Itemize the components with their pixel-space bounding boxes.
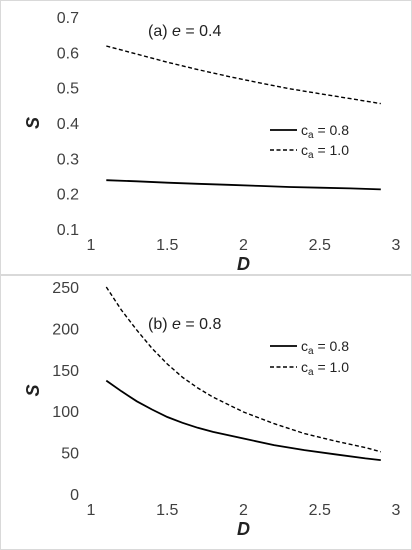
chart-a-layer: 0.1 0.2 0.3 0.4 0.5 0.6 0.7 1 1.5 2 2.5 3 D S (a) e = … bbox=[23, 10, 401, 274]
panel-label: (a) e = 0.4 bbox=[148, 23, 221, 40]
x-tick-label: 3 bbox=[392, 502, 401, 519]
y-tick-label: 150 bbox=[52, 363, 79, 380]
legend-base: c bbox=[301, 359, 308, 375]
chart-panel-b: 0 50 100 150 200 250 1 1.5 2 2.5 3 D S (b) e = 0.8 ca … bbox=[0, 275, 412, 550]
x-tick-label: 1.5 bbox=[156, 237, 178, 254]
y-tick-label: 0.2 bbox=[57, 187, 79, 204]
x-tick-label: 2.5 bbox=[309, 237, 331, 254]
legend-subscript: a bbox=[308, 346, 314, 357]
panel-label-variable: e bbox=[172, 23, 181, 40]
chart-panel-a: 0.1 0.2 0.3 0.4 0.5 0.6 0.7 1 1.5 2 2.5 3 D S (a) e = … bbox=[0, 0, 412, 275]
x-tick-label: 2 bbox=[239, 237, 248, 254]
legend-subscript: a bbox=[308, 130, 314, 141]
panel-label-prefix: (b) bbox=[148, 316, 172, 333]
y-tick-label: 0.6 bbox=[57, 45, 79, 62]
series-line-ca-0-8 bbox=[106, 179, 381, 191]
legend-value: = 0.8 bbox=[314, 338, 350, 354]
y-axis-title: S bbox=[23, 117, 43, 129]
legend-entry: ca = 1.0 bbox=[301, 142, 349, 161]
x-tick-label: 1 bbox=[87, 502, 96, 519]
y-tick-label: 0.5 bbox=[57, 81, 79, 98]
legend-subscript: a bbox=[308, 150, 314, 161]
series-line-ca-1-0 bbox=[106, 45, 381, 105]
x-tick-label: 3 bbox=[392, 237, 401, 254]
legend-subscript: a bbox=[308, 367, 314, 378]
panel-label-variable: e bbox=[172, 316, 181, 333]
y-tick-label: 200 bbox=[52, 321, 79, 338]
legend-entry: ca = 1.0 bbox=[301, 359, 349, 378]
x-axis-title: D bbox=[237, 254, 250, 274]
panel-label-value: = 0.8 bbox=[181, 316, 222, 333]
legend-base: c bbox=[301, 122, 308, 138]
y-tick-label: 50 bbox=[61, 446, 79, 463]
series-line-ca-0-8 bbox=[105, 379, 381, 461]
legend-value: = 1.0 bbox=[314, 359, 350, 375]
x-axis-title: D bbox=[237, 519, 250, 539]
series-line-ca-1-0 bbox=[105, 286, 381, 453]
x-tick-label: 1 bbox=[87, 237, 96, 254]
panel-label-prefix: (a) bbox=[148, 23, 172, 40]
legend-entry: ca = 0.8 bbox=[301, 338, 349, 357]
y-tick-label: 250 bbox=[52, 280, 79, 297]
legend-base: c bbox=[301, 338, 308, 354]
chart-a-svg: 0.1 0.2 0.3 0.4 0.5 0.6 0.7 1 1.5 2 2.5 3 D S (a) e = … bbox=[23, 10, 401, 274]
y-tick-label: 0.1 bbox=[57, 222, 79, 239]
legend-value: = 1.0 bbox=[314, 142, 350, 158]
y-tick-label: 0.3 bbox=[57, 151, 79, 168]
legend-value: = 0.8 bbox=[314, 122, 350, 138]
y-tick-label: 0.7 bbox=[57, 10, 79, 27]
x-tick-label: 1.5 bbox=[156, 502, 178, 519]
panel-label-value: = 0.4 bbox=[181, 23, 222, 40]
y-tick-label: 0 bbox=[70, 487, 79, 504]
x-tick-label: 2 bbox=[239, 502, 248, 519]
y-tick-label: 100 bbox=[52, 404, 79, 421]
panel-label: (b) e = 0.8 bbox=[148, 316, 221, 333]
legend-entry: ca = 0.8 bbox=[301, 122, 349, 141]
y-axis-title: S bbox=[23, 384, 43, 396]
legend-base: c bbox=[301, 142, 308, 158]
x-tick-label: 2.5 bbox=[309, 502, 331, 519]
y-tick-label: 0.4 bbox=[57, 116, 79, 133]
